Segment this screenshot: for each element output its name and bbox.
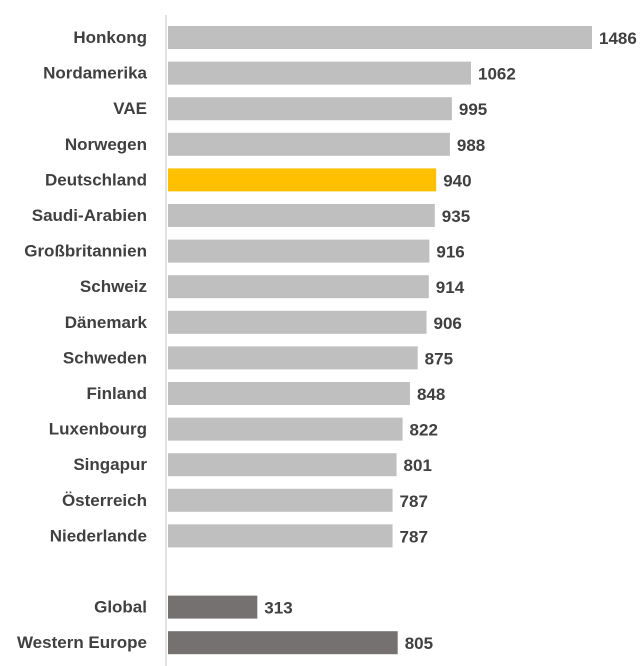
category-label-saudi-arabien: Saudi-Arabien: [32, 206, 147, 225]
category-label-vae: VAE: [113, 99, 147, 118]
category-label-nordamerika: Nordamerika: [43, 64, 147, 83]
value-label-singapur: 801: [404, 456, 432, 475]
value-label-honkong: 1486: [599, 29, 637, 48]
category-label-daenemark: Dänemark: [65, 313, 148, 332]
value-label-grossbritannien: 916: [436, 243, 464, 262]
value-label-global: 313: [264, 599, 292, 618]
category-label-luxenbourg: Luxenbourg: [49, 420, 147, 439]
bar-saudi-arabien: [168, 204, 435, 227]
bar-western-europe: [168, 631, 398, 655]
value-label-nordamerika: 1062: [478, 65, 516, 84]
value-label-daenemark: 906: [434, 314, 462, 333]
value-label-oesterreich: 787: [400, 492, 428, 511]
value-label-finland: 848: [417, 385, 445, 404]
value-label-western-europe: 805: [405, 634, 433, 653]
value-label-schweden: 875: [425, 349, 453, 368]
bar-oesterreich: [168, 488, 393, 512]
category-label-global: Global: [94, 598, 147, 617]
bar-honkong: [168, 26, 592, 49]
bar-luxenbourg: [168, 417, 403, 441]
bar-nordamerika: [168, 61, 472, 85]
bar-daenemark: [168, 310, 427, 334]
bar-deutschland: [168, 168, 437, 192]
bar-global: [168, 595, 258, 619]
category-label-singapur: Singapur: [73, 455, 147, 474]
bar-singapur: [168, 453, 397, 477]
category-label-honkong: Honkong: [73, 28, 147, 47]
value-labels-group: 1486 1062 995 988 940 935 916 914 906 875 848 822 80…: [264, 29, 637, 653]
bar-schweiz: [168, 275, 429, 299]
value-label-vae: 995: [459, 100, 487, 119]
category-label-western-europe: Western Europe: [17, 633, 147, 652]
category-label-schweiz: Schweiz: [80, 277, 147, 296]
value-label-schweiz: 914: [436, 278, 465, 297]
value-label-saudi-arabien: 935: [442, 207, 470, 226]
category-label-finland: Finland: [87, 384, 147, 403]
category-label-oesterreich: Österreich: [62, 491, 147, 510]
value-label-niederlande: 787: [400, 527, 428, 546]
bar-grossbritannien: [168, 239, 430, 263]
category-label-niederlande: Niederlande: [50, 526, 147, 545]
bar-norwegen: [168, 132, 450, 156]
bar-niederlande: [168, 524, 393, 548]
category-label-schweden: Schweden: [63, 348, 147, 367]
category-label-norwegen: Norwegen: [65, 135, 147, 154]
bars-group: [168, 26, 592, 655]
bar-finland: [168, 382, 410, 405]
value-label-norwegen: 988: [457, 136, 485, 155]
value-label-luxenbourg: 822: [410, 421, 438, 440]
bar-vae: [168, 97, 452, 121]
category-label-grossbritannien: Großbritannien: [24, 242, 147, 261]
bar-schweden: [168, 346, 418, 370]
category-labels-group: Honkong Nordamerika VAE Norwegen Deutschland…: [17, 28, 148, 652]
category-label-deutschland: Deutschland: [45, 170, 147, 189]
value-label-deutschland: 940: [443, 171, 471, 190]
